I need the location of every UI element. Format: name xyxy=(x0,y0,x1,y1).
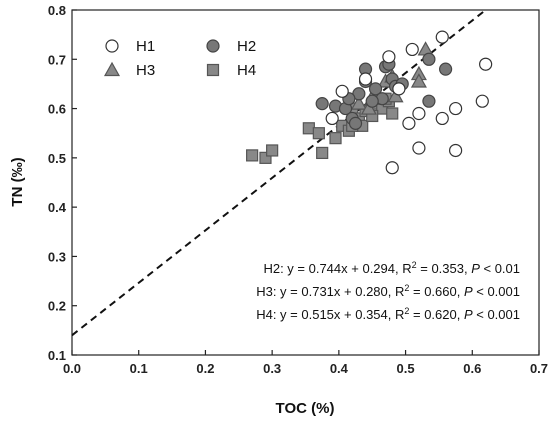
legend-label: H1 xyxy=(136,38,155,55)
data-point-h1 xyxy=(392,82,406,96)
legend-marker-h3 xyxy=(103,61,121,77)
data-point-h2 xyxy=(368,82,383,96)
x-tick-label: 0.5 xyxy=(397,361,415,376)
data-point-h1 xyxy=(402,116,416,130)
data-point-h1 xyxy=(325,111,339,126)
data-point-h1 xyxy=(435,30,449,44)
x-tick-label: 0.7 xyxy=(530,361,548,376)
legend-label: H4 xyxy=(237,62,256,79)
data-point-h1 xyxy=(449,101,463,116)
data-point-h1 xyxy=(479,57,493,71)
data-point-h3 xyxy=(360,100,377,115)
legend-marker-h4 xyxy=(206,63,220,77)
x-axis-title: TOC (%) xyxy=(276,400,335,417)
data-point-h3 xyxy=(387,88,404,103)
data-point-h4 xyxy=(329,132,342,145)
data-point-h4 xyxy=(312,127,325,140)
y-tick-label: 0.5 xyxy=(48,151,66,166)
data-points xyxy=(246,30,493,175)
data-point-h3 xyxy=(410,73,427,88)
y-tick-label: 0.3 xyxy=(48,249,66,264)
data-point-h3 xyxy=(350,95,367,110)
data-point-h1 xyxy=(475,94,489,108)
regression-equation: H2: y = 0.744x + 0.294, R2 = 0.353, P < … xyxy=(263,260,520,276)
data-point-h1 xyxy=(435,111,449,126)
data-point-h4 xyxy=(246,149,259,162)
regression-equation: H4: y = 0.515x + 0.354, R2 = 0.620, P < … xyxy=(256,306,520,322)
x-tick-label: 0.1 xyxy=(130,361,148,376)
y-tick-label: 0.4 xyxy=(48,200,67,215)
regression-annotations: H2: y = 0.744x + 0.294, R2 = 0.353, P < … xyxy=(256,260,520,322)
legend-label: H2 xyxy=(237,38,256,55)
y-tick-label: 0.1 xyxy=(48,348,66,363)
data-point-h2 xyxy=(422,94,436,108)
x-tick-label: 0.3 xyxy=(263,361,281,376)
x-tick-label: 0.4 xyxy=(330,361,349,376)
data-point-h2 xyxy=(365,94,379,108)
x-tick-label: 0.2 xyxy=(196,361,214,376)
data-point-h4 xyxy=(302,122,315,135)
legend: H1 H2 H3 H4 xyxy=(103,38,256,79)
data-point-h1 xyxy=(412,106,426,121)
data-point-h4 xyxy=(386,107,399,120)
data-point-h2 xyxy=(348,116,363,130)
data-point-h4 xyxy=(259,151,272,164)
y-axis-title: TN (‰) xyxy=(9,157,26,206)
data-point-h1 xyxy=(449,143,463,158)
x-tick-label: 0.6 xyxy=(463,361,481,376)
legend-label: H3 xyxy=(136,62,155,79)
trendline xyxy=(71,9,487,337)
legend-marker-h2 xyxy=(206,39,220,53)
data-point-h4 xyxy=(266,144,279,157)
data-point-h2 xyxy=(439,62,453,76)
data-point-h4 xyxy=(316,146,329,160)
legend-marker-h1 xyxy=(105,39,119,53)
axis-ticks: 0.0 0.1 0.2 0.3 0.4 0.5 0.6 0.70.10.20.30.40.50… xyxy=(48,3,548,376)
x-tick-label: 0.0 xyxy=(63,361,81,376)
plot-frame xyxy=(71,9,540,356)
data-point-h2 xyxy=(315,97,329,111)
data-point-h1 xyxy=(405,42,419,57)
data-point-h1 xyxy=(412,141,426,155)
y-tick-label: 0.2 xyxy=(48,299,66,314)
data-point-h1 xyxy=(358,72,373,86)
y-tick-label: 0.6 xyxy=(48,102,66,117)
y-tick-label: 0.8 xyxy=(48,3,66,18)
data-point-h2 xyxy=(422,52,436,66)
data-point-h1 xyxy=(385,161,399,175)
data-point-h1 xyxy=(335,84,349,98)
regression-equation: H3: y = 0.731x + 0.280, R2 = 0.660, P < … xyxy=(256,283,520,299)
trendline-layer xyxy=(71,9,487,337)
y-tick-label: 0.7 xyxy=(48,52,66,67)
data-point-h1 xyxy=(382,50,396,64)
